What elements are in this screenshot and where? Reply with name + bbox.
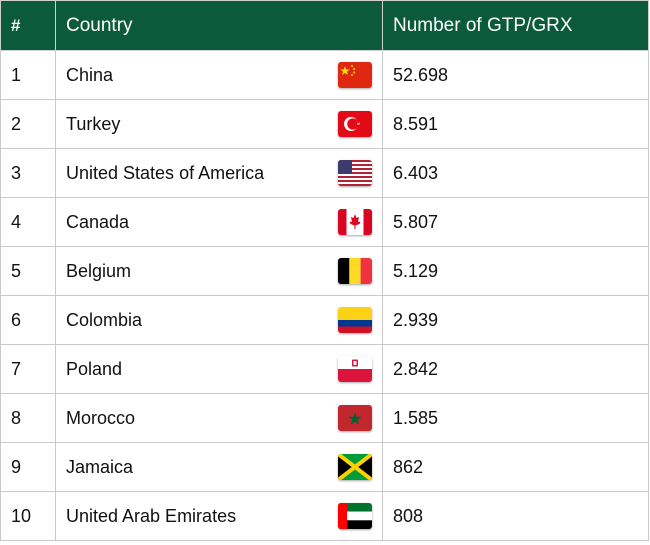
country-name: Poland — [66, 358, 123, 379]
country-name: Turkey — [66, 113, 121, 134]
count-cell: 5.807 — [382, 197, 649, 247]
china-flag-icon — [338, 62, 372, 88]
table-header: # Country Number of GTP/GRX — [0, 0, 649, 51]
uae-flag-icon — [338, 503, 372, 529]
country-cell: Morocco — [55, 393, 383, 443]
table-row: 6 Colombia 2.939 — [0, 295, 649, 345]
country-name: Morocco — [66, 407, 136, 428]
rank-cell: 2 — [0, 99, 56, 149]
table-row: 10 United Arab Emirates 808 — [0, 491, 649, 541]
header-country: Country — [55, 0, 383, 51]
country-cell: Jamaica — [55, 442, 383, 492]
rank-cell: 4 — [0, 197, 56, 247]
count-cell: 2.842 — [382, 344, 649, 394]
country-cell: Colombia — [55, 295, 383, 345]
turkey-flag-icon — [338, 111, 372, 137]
poland-flag-icon — [338, 356, 372, 382]
morocco-flag-icon — [338, 405, 372, 431]
rank-cell: 6 — [0, 295, 56, 345]
count-cell: 1.585 — [382, 393, 649, 443]
country-name: United Arab Emirates — [66, 505, 237, 526]
table-row: 5 Belgium 5.129 — [0, 246, 649, 296]
usa-flag-icon — [338, 160, 372, 186]
country-name: Belgium — [66, 260, 132, 281]
colombia-flag-icon — [338, 307, 372, 333]
country-name: China — [66, 64, 114, 85]
rank-cell: 1 — [0, 50, 56, 100]
country-cell: China — [55, 50, 383, 100]
count-cell: 808 — [382, 491, 649, 541]
header-count: Number of GTP/GRX — [382, 0, 649, 51]
table-row: 1 China 52.698 — [0, 50, 649, 100]
count-cell: 862 — [382, 442, 649, 492]
country-name: United States of America — [66, 162, 265, 183]
rank-cell: 3 — [0, 148, 56, 198]
canada-flag-icon — [338, 209, 372, 235]
country-name: Canada — [66, 211, 130, 232]
table-row: 7 Poland 2.842 — [0, 344, 649, 394]
count-cell: 6.403 — [382, 148, 649, 198]
table-row: 3 United States of America 6.403 — [0, 148, 649, 198]
rank-cell: 9 — [0, 442, 56, 492]
count-cell: 8.591 — [382, 99, 649, 149]
jamaica-flag-icon — [338, 454, 372, 480]
country-name: Colombia — [66, 309, 143, 330]
table-row: 9 Jamaica 862 — [0, 442, 649, 492]
rank-cell: 5 — [0, 246, 56, 296]
country-cell: United States of America — [55, 148, 383, 198]
rank-cell: 10 — [0, 491, 56, 541]
count-cell: 2.939 — [382, 295, 649, 345]
table-row: 2 Turkey 8.591 — [0, 99, 649, 149]
country-name: Jamaica — [66, 456, 134, 477]
table-body: 1 China 52.698 2 Turkey 8.591 3 United S… — [0, 50, 649, 541]
rank-cell: 7 — [0, 344, 56, 394]
table-row: 4 Canada 5.807 — [0, 197, 649, 247]
belgium-flag-icon — [338, 258, 372, 284]
rank-cell: 8 — [0, 393, 56, 443]
header-rank: # — [0, 0, 56, 51]
country-cell: United Arab Emirates — [55, 491, 383, 541]
table-row: 8 Morocco 1.585 — [0, 393, 649, 443]
header-row: # Country Number of GTP/GRX — [0, 0, 649, 51]
country-cell: Poland — [55, 344, 383, 394]
count-cell: 52.698 — [382, 50, 649, 100]
country-cell: Turkey — [55, 99, 383, 149]
country-cell: Canada — [55, 197, 383, 247]
country-cell: Belgium — [55, 246, 383, 296]
count-cell: 5.129 — [382, 246, 649, 296]
